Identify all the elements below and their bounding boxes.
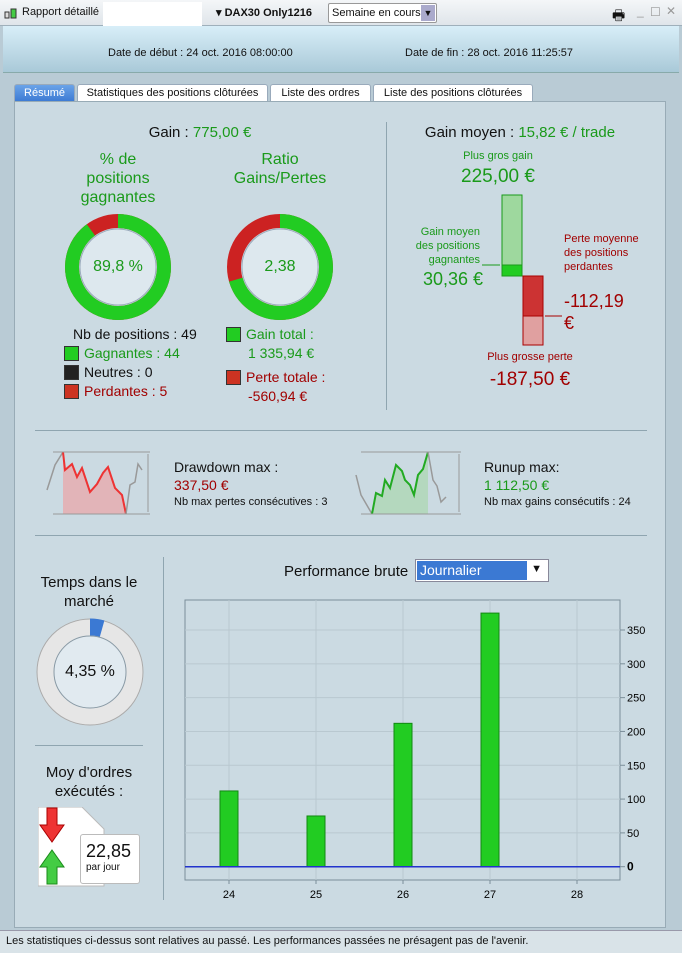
bar xyxy=(480,612,500,868)
biggest-loss: -187,50 € xyxy=(489,369,571,390)
gain-total: Gain : 775,00 € xyxy=(148,124,252,141)
minimize-button[interactable]: _ xyxy=(637,4,644,18)
ratio-donut xyxy=(227,214,333,320)
perf-period-select[interactable]: Journalier ▼ xyxy=(415,559,549,582)
period-value: Semaine en cours xyxy=(332,7,421,19)
x-tick-label: 28 xyxy=(571,889,583,901)
close-button[interactable]: ✕ xyxy=(666,4,677,18)
neutral: Neutres : 0 xyxy=(84,364,153,380)
avg-win-label: Gain moyen des positions gagnantes xyxy=(415,226,480,266)
green-swatch xyxy=(64,346,79,361)
perf-title: Performance brute xyxy=(284,563,409,580)
period-select[interactable]: Semaine en cours ▼ xyxy=(328,3,437,23)
total-loss: -560,94 € xyxy=(248,388,308,404)
orders-value: 22,85 xyxy=(86,841,132,861)
drawdown-sub: Nb max pertes consécutives : 3 xyxy=(174,496,328,508)
maximize-button[interactable]: ☐ xyxy=(650,5,661,19)
red-swatch xyxy=(64,384,79,399)
end-date: Date de fin : 28 oct. 2016 11:25:57 xyxy=(405,47,573,59)
avg-loss-label: Perte moyenne des positions perdantes xyxy=(564,233,639,273)
instrument-selector[interactable]: ▾ DAX30 Only1216 xyxy=(216,7,313,19)
total-gain-label: Gain total : xyxy=(246,326,314,342)
x-tick-label: 26 xyxy=(397,889,409,901)
performance-chart: 24 25 26 27 28 0 50 100 150 200 250 300 350 xyxy=(184,599,645,901)
drawdown-label: Drawdown max : xyxy=(174,459,279,475)
chevron-down-icon: ▼ xyxy=(421,5,435,21)
instrument-label: DAX30 Only1216 xyxy=(224,7,313,19)
x-tick-label: 25 xyxy=(310,889,322,901)
runup-sparkline xyxy=(355,451,461,515)
tab-liste-ordres[interactable]: Liste des ordres xyxy=(270,84,371,102)
biggest-gain: 225,00 € xyxy=(461,166,535,187)
positions-legend: Nb de positions : 49 Gagnantes : 44 Neut… xyxy=(64,325,197,401)
bar xyxy=(306,815,326,868)
total-loss-label: Perte totale : xyxy=(246,369,326,385)
biggest-loss-label: Plus grosse perte xyxy=(487,351,573,363)
y-tick-label: 300 xyxy=(627,659,645,671)
y-tick-label: 250 xyxy=(627,693,645,705)
black-swatch xyxy=(64,365,79,380)
orders-unit: par jour xyxy=(86,862,120,873)
y-tick-label: 0 xyxy=(627,860,634,874)
y-tick-label: 200 xyxy=(627,726,645,738)
orders-title: Moy d'ordres exécutés : xyxy=(45,764,133,800)
runup-sub: Nb max gains consécutifs : 24 xyxy=(484,496,631,508)
avg-win: 30,36 € xyxy=(422,269,483,289)
gain-loss-legend: Gain total : 1 335,94 € Perte totale : -… xyxy=(226,325,325,406)
print-icon[interactable]: 🖶 xyxy=(612,7,626,23)
drawdown-value: 337,50 € xyxy=(174,477,229,493)
losers: Perdantes : 5 xyxy=(84,383,168,399)
win-pct-donut xyxy=(65,214,171,320)
runup-label: Runup max: xyxy=(484,459,560,475)
market-title: Temps dans le marché xyxy=(40,574,138,610)
y-tick-label: 150 xyxy=(627,760,645,772)
orders-box: 22,85 par jour xyxy=(80,834,140,884)
chevron-down-icon: ▼ xyxy=(531,563,542,575)
total-gain: 1 335,94 € xyxy=(248,345,315,361)
date-header: Date de début : 24 oct. 2016 08:00:00 Da… xyxy=(3,26,679,73)
tab-statistiques[interactable]: Statistiques des positions clôturées xyxy=(77,84,268,102)
winners: Gagnantes : 44 xyxy=(84,345,180,361)
win-pct-value: 89,8 % xyxy=(93,258,143,275)
biggest-gain-label: Plus gros gain xyxy=(463,150,533,162)
market-value: 4,35 % xyxy=(65,663,115,680)
avg-gain: Gain moyen : 15,82 € / trade xyxy=(424,124,616,141)
avg-loss: -112,19 € xyxy=(564,291,624,333)
tab-resume[interactable]: Résumé xyxy=(14,84,75,102)
bar xyxy=(219,790,239,868)
gain-loss-bars xyxy=(482,194,562,346)
window-title: Rapport détaillé xyxy=(22,6,100,18)
y-tick-label: 100 xyxy=(627,794,645,806)
runup-value: 1 112,50 € xyxy=(484,477,550,493)
perf-select-value: Journalier xyxy=(417,561,527,580)
win-pct-title: % de positions gagnantes xyxy=(80,151,156,206)
nb-positions: Nb de positions : 49 xyxy=(73,326,197,342)
title-bar: Rapport détaillé ▾ DAX30 Only1216 Semain… xyxy=(0,0,682,36)
tab-liste-positions[interactable]: Liste des positions clôturées xyxy=(373,84,533,102)
market-time-donut xyxy=(36,618,144,726)
disclaimer: Les statistiques ci-dessus sont relative… xyxy=(0,930,682,953)
ratio-title: Ratio Gains/Pertes xyxy=(233,151,327,187)
candlestick-icon xyxy=(4,7,17,19)
start-date: Date de début : 24 oct. 2016 08:00:00 xyxy=(108,47,293,59)
ratio-value: 2,38 xyxy=(264,258,296,275)
x-tick-label: 27 xyxy=(484,889,496,901)
bar xyxy=(393,722,413,868)
drawdown-sparkline xyxy=(46,451,150,515)
y-tick-label: 50 xyxy=(627,828,639,840)
y-tick-label: 350 xyxy=(627,625,645,637)
x-tick-label: 24 xyxy=(223,889,235,901)
